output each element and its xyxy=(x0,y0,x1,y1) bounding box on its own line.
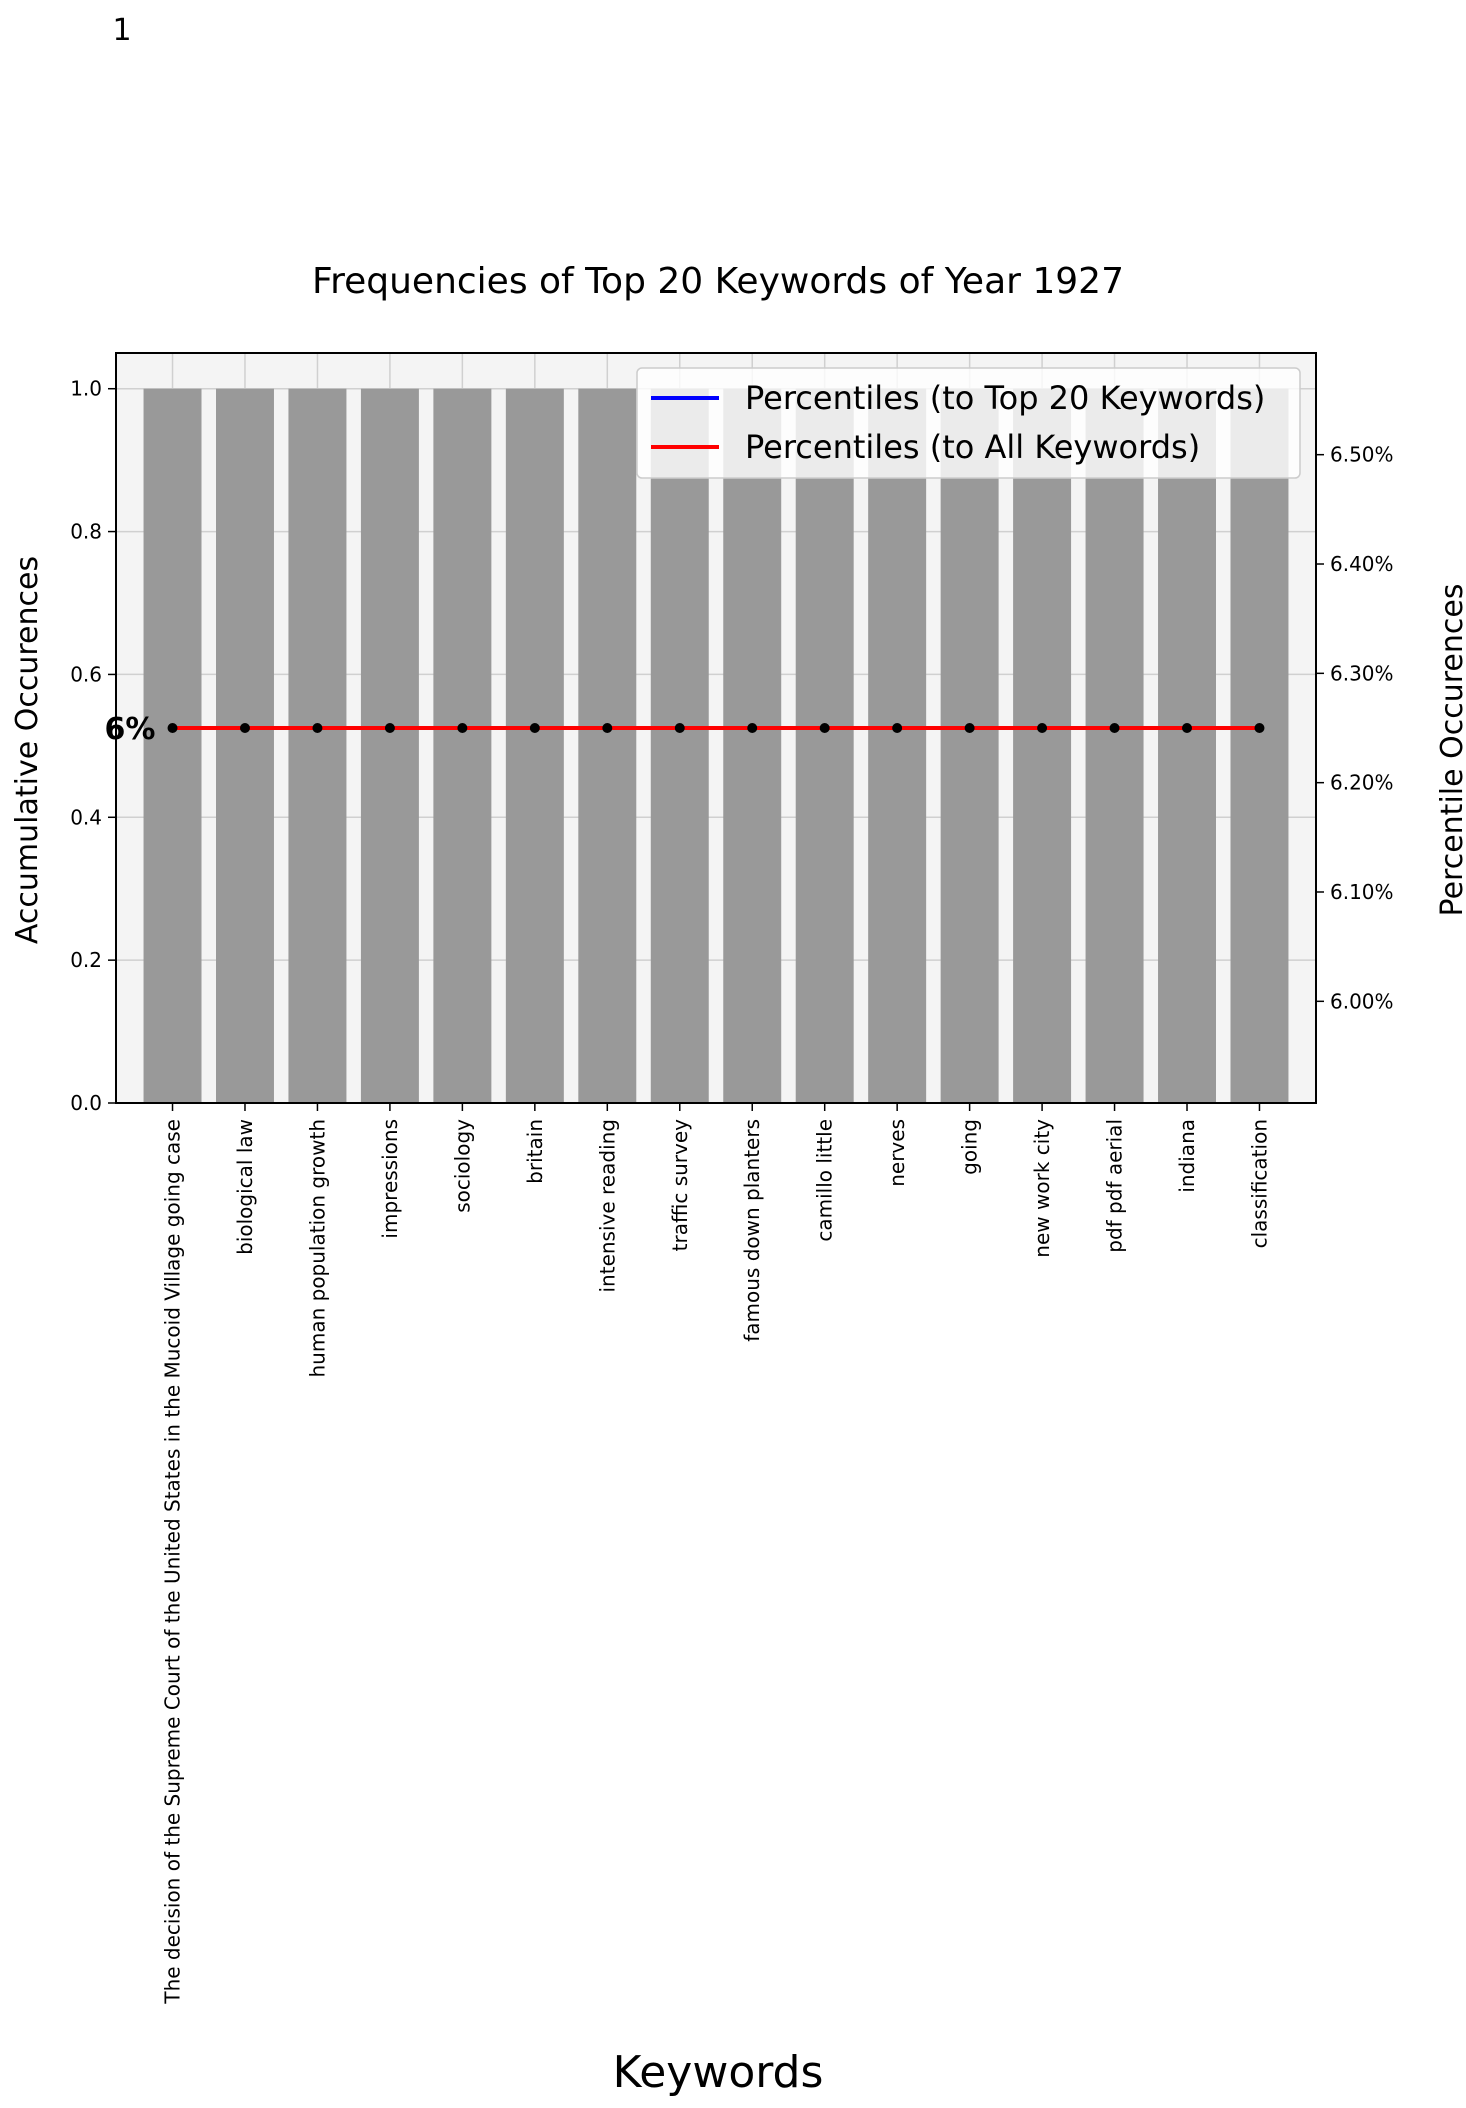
x-tick-label: traffic survey xyxy=(668,1119,692,1251)
series-point xyxy=(602,723,613,733)
x-tick-label: human population growth xyxy=(305,1119,329,1378)
axes-frame xyxy=(115,352,1317,1104)
series-point xyxy=(457,723,468,733)
series-point xyxy=(312,723,323,733)
x-tick-label: sociology xyxy=(450,1119,474,1213)
y2-tick-label: 6.00% xyxy=(1330,989,1394,1013)
legend: Percentiles (to Top 20 Keywords) Percent… xyxy=(636,367,1301,479)
y-tick-label: 1.0 xyxy=(70,377,102,401)
x-tick-label: classification xyxy=(1247,1119,1271,1248)
bar xyxy=(505,388,564,1103)
legend-label-top20: Percentiles (to Top 20 Keywords) xyxy=(745,379,1265,417)
bar xyxy=(288,388,347,1103)
bar xyxy=(360,388,419,1103)
y-tick-label: 0.2 xyxy=(70,948,102,972)
y2-tick-label: 6.50% xyxy=(1330,443,1394,467)
series-point xyxy=(1182,723,1193,733)
series-point xyxy=(892,723,903,733)
y2-axis-ticks: 6.00% 6.10% 6.20% 6.30% 6.40% 6.50% xyxy=(1316,443,1394,1013)
series-point xyxy=(384,723,395,733)
x-tick-label: new work city xyxy=(1030,1119,1054,1258)
x-tick-label: britain xyxy=(523,1119,547,1184)
bar xyxy=(1230,388,1289,1103)
bar xyxy=(143,388,202,1103)
bar xyxy=(1013,388,1072,1103)
y-axis-label: Accumulative Occurences xyxy=(10,556,45,944)
y-tick-label: 0.6 xyxy=(70,662,102,686)
series-point xyxy=(239,723,250,733)
series-point xyxy=(964,723,975,733)
series-point xyxy=(819,723,830,733)
series-point xyxy=(674,723,685,733)
x-tick-label: intensive reading xyxy=(595,1119,619,1293)
y2-tick-label: 6.10% xyxy=(1330,880,1394,904)
bar xyxy=(1085,388,1144,1103)
y-tick-label: 0.0 xyxy=(70,1091,102,1115)
x-tick-label: impressions xyxy=(378,1119,402,1239)
y2-tick-label: 6.30% xyxy=(1330,661,1394,685)
series-point xyxy=(529,723,540,733)
axes xyxy=(115,352,1317,1104)
x-axis-label: Keywords xyxy=(613,2047,824,2098)
x-tick-label: going xyxy=(958,1119,982,1175)
x-tick-label: nerves xyxy=(885,1119,909,1187)
bar xyxy=(940,388,999,1103)
x-tick-label: famous down planters xyxy=(740,1119,764,1342)
x-tick-label: camillo little xyxy=(813,1119,837,1242)
bar xyxy=(216,388,274,1103)
chart-title: Frequencies of Top 20 Keywords of Year 1… xyxy=(312,261,1124,302)
series-point xyxy=(1254,723,1265,733)
series-point xyxy=(1109,723,1120,733)
x-tick-label: biological law xyxy=(233,1119,257,1255)
percent-annotation: 6% xyxy=(105,712,156,747)
x-axis-ticks: The decision of the Supreme Court of the… xyxy=(161,1103,1271,2005)
y-tick-label: 0.4 xyxy=(70,805,102,829)
y2-tick-label: 6.40% xyxy=(1330,552,1394,576)
y-axis-ticks: 0.0 0.2 0.4 0.6 0.8 1.0 xyxy=(70,377,116,1115)
bar xyxy=(433,388,492,1103)
x-tick-label: indiana xyxy=(1175,1119,1199,1193)
lines xyxy=(167,723,1265,733)
series-point xyxy=(747,723,758,733)
bar xyxy=(795,388,854,1103)
bars xyxy=(143,388,1289,1103)
bar xyxy=(578,388,637,1103)
page-number: 1 xyxy=(112,13,131,48)
bar xyxy=(650,388,709,1103)
legend-label-all: Percentiles (to All Keywords) xyxy=(745,428,1200,466)
y2-tick-label: 6.20% xyxy=(1330,771,1394,795)
y2-axis-label: Percentile Occurences xyxy=(1435,584,1466,917)
series-point xyxy=(167,723,178,733)
bar xyxy=(723,388,782,1103)
legend-box xyxy=(636,367,1301,479)
bar xyxy=(1158,388,1216,1103)
series-point xyxy=(1037,723,1048,733)
x-tick-label: The decision of the Supreme Court of the… xyxy=(161,1119,185,2005)
x-tick-label: pdf pdf aerial xyxy=(1103,1119,1127,1253)
y-tick-label: 0.8 xyxy=(70,520,102,544)
bar xyxy=(868,388,927,1103)
